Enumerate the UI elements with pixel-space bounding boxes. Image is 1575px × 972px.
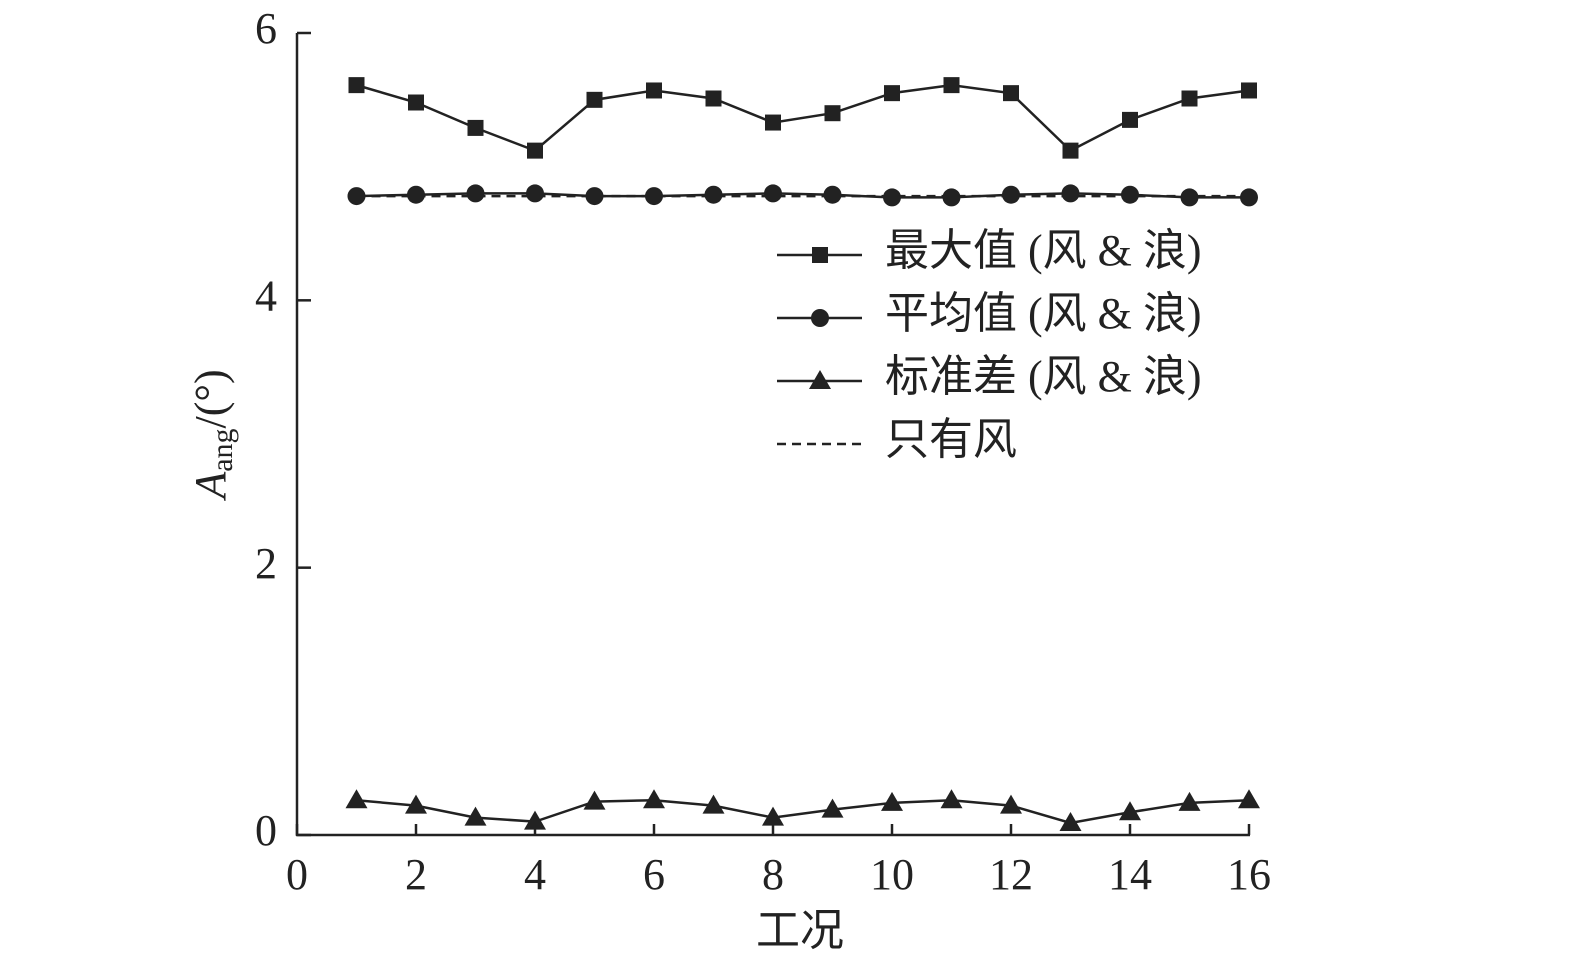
legend-label: 平均值 (风 & 浪) xyxy=(885,289,1202,338)
marker-square xyxy=(646,82,662,99)
marker-square xyxy=(943,77,960,94)
y-tick-label: 2 xyxy=(255,539,277,588)
x-tick-label: 12 xyxy=(989,850,1033,899)
y-label-main: A xyxy=(186,471,235,502)
x-tick-label: 6 xyxy=(643,850,665,899)
y-tick-label: 6 xyxy=(255,4,277,53)
marker-circle xyxy=(1121,185,1139,204)
marker-square xyxy=(765,114,781,131)
x-tick-label: 16 xyxy=(1227,850,1271,899)
y-axis-label: Aang/(°) xyxy=(186,369,239,501)
marker-triangle xyxy=(821,798,844,818)
marker-circle xyxy=(466,184,485,203)
x-tick-label: 10 xyxy=(870,850,914,899)
marker-square xyxy=(348,77,365,94)
marker-circle xyxy=(883,188,901,207)
marker-triangle xyxy=(1119,801,1141,821)
marker-triangle xyxy=(405,794,427,814)
marker-triangle xyxy=(762,806,784,826)
marker-triangle xyxy=(524,810,546,830)
marker-square xyxy=(408,94,424,111)
marker-triangle xyxy=(702,794,725,814)
y-tick-label: 0 xyxy=(255,806,277,855)
marker-circle xyxy=(645,187,663,206)
marker-triangle xyxy=(464,806,487,826)
y-label-sub: ang xyxy=(206,428,239,471)
marker-square xyxy=(467,119,484,136)
marker-circle xyxy=(811,309,829,327)
marker-triangle xyxy=(940,789,963,809)
marker-triangle xyxy=(1178,791,1201,811)
marker-circle xyxy=(942,188,961,207)
marker-circle xyxy=(1240,188,1258,207)
marker-square xyxy=(884,85,900,102)
marker-square xyxy=(1181,90,1198,107)
marker-circle xyxy=(704,185,723,204)
marker-triangle xyxy=(881,791,903,811)
marker-circle xyxy=(823,185,842,204)
marker-square xyxy=(1062,142,1079,159)
x-tick-label: 14 xyxy=(1108,850,1152,899)
series-line xyxy=(356,798,1250,825)
x-tick-label: 4 xyxy=(524,850,546,899)
marker-square xyxy=(1122,111,1138,128)
marker-square xyxy=(1003,85,1019,102)
marker-triangle xyxy=(1000,794,1022,814)
y-label-suffix: /(°) xyxy=(186,369,235,428)
marker-triangle xyxy=(583,790,606,810)
marker-circle xyxy=(585,187,604,206)
marker-circle xyxy=(407,185,425,204)
x-tick-label: 2 xyxy=(405,850,427,899)
marker-circle xyxy=(347,187,366,206)
marker-circle xyxy=(764,184,782,203)
marker-square xyxy=(1241,82,1257,99)
marker-square xyxy=(705,90,722,107)
series-line xyxy=(356,83,1250,153)
marker-triangle xyxy=(809,370,831,389)
legend-label: 标准差 (风 & 浪) xyxy=(885,352,1202,401)
marker-square xyxy=(527,142,543,159)
y-tick-label: 4 xyxy=(255,271,277,320)
marker-triangle xyxy=(345,789,368,809)
marker-circle xyxy=(1180,188,1199,207)
x-axis-label: 工况 xyxy=(756,906,844,955)
marker-triangle xyxy=(1238,789,1260,809)
x-tick-label: 0 xyxy=(286,850,308,899)
marker-triangle xyxy=(1059,811,1082,831)
marker-square xyxy=(812,247,828,263)
series-line xyxy=(356,192,1249,199)
marker-triangle xyxy=(643,789,665,809)
marker-square xyxy=(586,91,603,108)
marker-circle xyxy=(1061,184,1080,203)
legend-label: 只有风 xyxy=(885,415,1017,464)
x-tick-label: 8 xyxy=(762,850,784,899)
marker-circle xyxy=(1002,185,1020,204)
marker-square xyxy=(824,105,841,122)
marker-circle xyxy=(526,184,544,203)
legend-label: 最大值 (风 & 浪) xyxy=(885,226,1202,275)
